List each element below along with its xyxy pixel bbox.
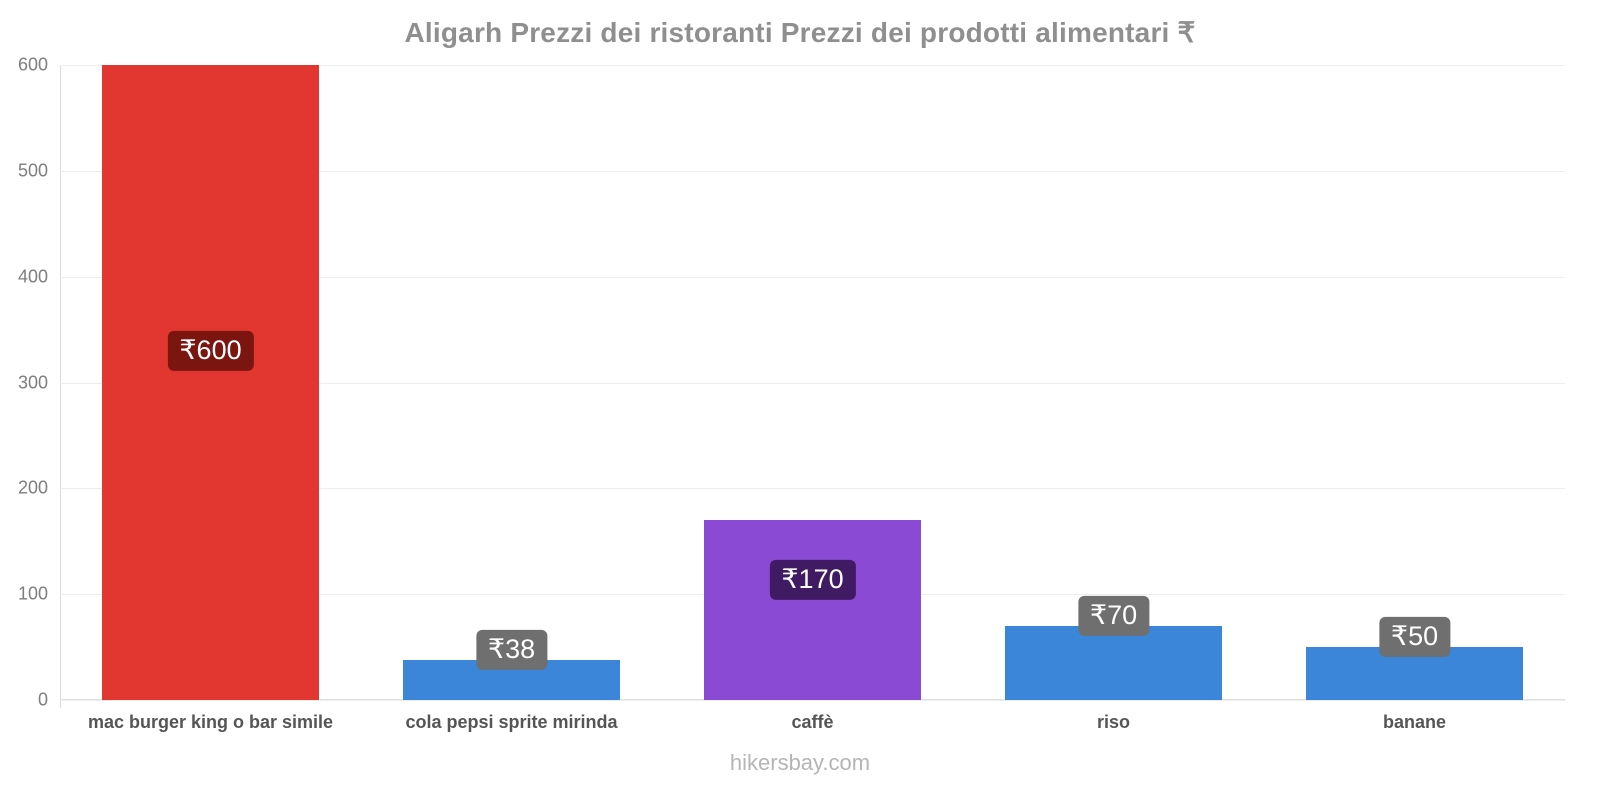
gridline — [60, 700, 1565, 701]
bar[interactable] — [102, 65, 319, 700]
y-axis-tick-label: 200 — [17, 477, 48, 498]
y-axis-line — [60, 65, 61, 708]
value-label: ₹38 — [475, 629, 548, 670]
bar[interactable] — [1005, 625, 1222, 700]
bar-group: ₹170 — [662, 65, 963, 700]
gridline — [60, 382, 1565, 384]
value-label: ₹600 — [167, 330, 254, 371]
bar-group: ₹50 — [1264, 65, 1565, 700]
bar[interactable] — [704, 520, 921, 700]
bars-container: ₹600 ₹38 ₹170 ₹70 ₹50 — [60, 65, 1565, 700]
watermark-hikersbay: hikersbay.com — [729, 750, 871, 775]
plot-area: ₹600 ₹38 ₹170 ₹70 ₹50 — [60, 65, 1565, 708]
y-axis-tick-label: 100 — [17, 583, 48, 604]
value-label: ₹70 — [1077, 596, 1150, 636]
gridline — [60, 276, 1565, 278]
bar-group: ₹38 — [361, 65, 662, 700]
y-axis-tick-label: 0 — [37, 689, 48, 710]
x-axis-category-label: caffè — [791, 712, 834, 732]
x-axis-labels: mac burger king o bar simile cola pepsi s… — [60, 712, 1565, 733]
y-axis-tick-label: 500 — [17, 160, 48, 181]
x-axis-category-label: mac burger king o bar simile — [87, 712, 334, 732]
value-label: ₹50 — [1378, 617, 1451, 657]
y-axis: 0 100 200 300 400 500 600 — [0, 55, 48, 710]
x-axis-category-label: banane — [1382, 712, 1447, 732]
y-axis-tick-label: 300 — [17, 372, 48, 392]
y-axis-tick-label: 400 — [17, 266, 48, 287]
chart-title: Aligarh Prezzi dei ristoranti Prezzi dei… — [404, 17, 1196, 48]
bar-group: ₹70 — [963, 65, 1264, 700]
gridline — [60, 488, 1565, 490]
gridline — [60, 170, 1565, 172]
gridline — [60, 65, 1565, 66]
bar-group: ₹600 — [60, 65, 361, 700]
x-axis-category-label: riso — [1096, 712, 1130, 732]
y-axis-tick-label: 600 — [17, 54, 48, 75]
x-axis-category-label: cola pepsi sprite mirinda — [405, 712, 618, 732]
value-label: ₹170 — [769, 560, 856, 600]
